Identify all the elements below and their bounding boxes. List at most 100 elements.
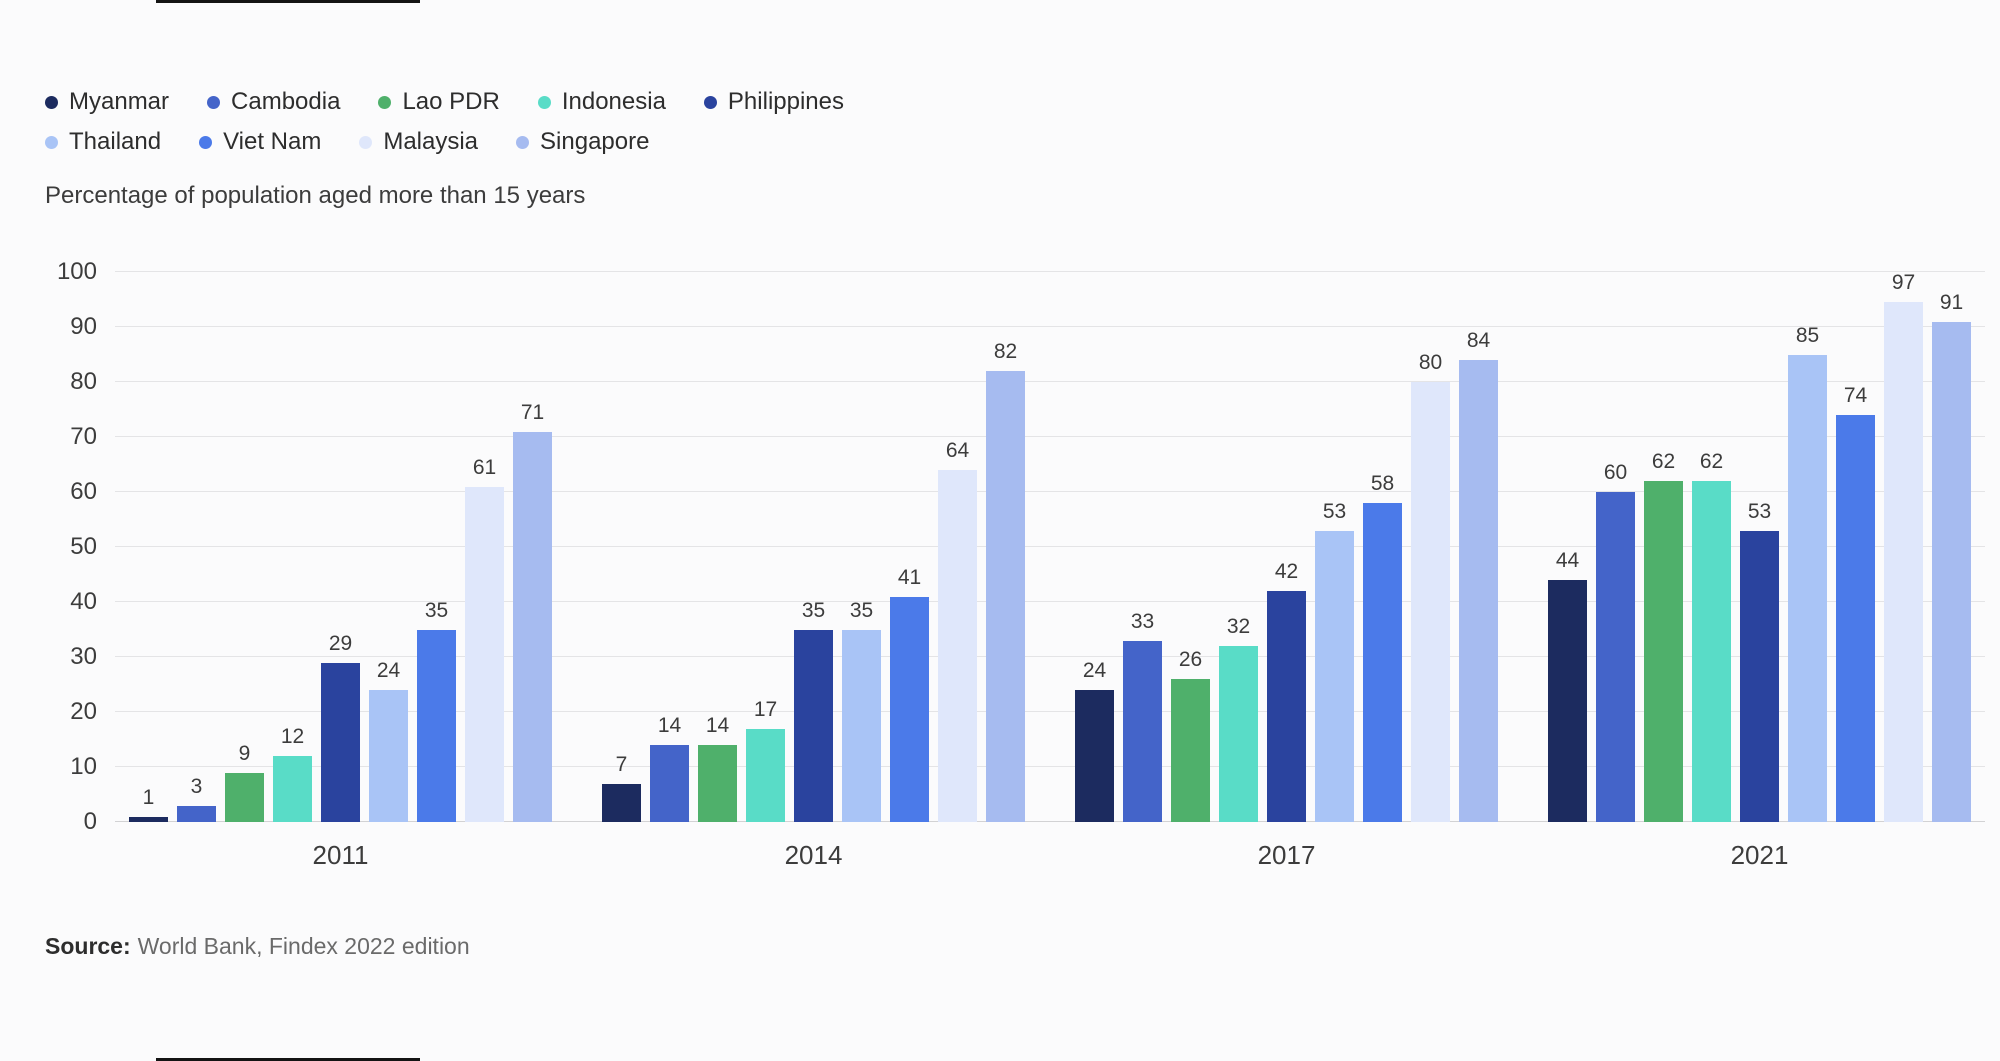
bar-value-label: 53 <box>1747 499 1772 523</box>
bar-slot-singapore-2017: 84 <box>1459 272 1498 822</box>
bottom-border-mark <box>156 1058 420 1061</box>
source-note: Source: World Bank, Findex 2022 edition <box>45 933 1985 960</box>
y-axis-label-10: 10 <box>70 752 97 780</box>
bar-slot-myanmar-2011: 1 <box>129 272 168 822</box>
bar-value-label: 33 <box>1130 609 1155 633</box>
bar-viet-nam-2011 <box>417 629 456 822</box>
bar-lao-pdr-2021 <box>1644 481 1683 822</box>
bar-slot-cambodia-2014: 14 <box>650 272 689 822</box>
bar-thailand-2011 <box>369 690 408 822</box>
bar-philippines-2021 <box>1740 530 1779 822</box>
bar-singapore-2021 <box>1932 321 1971 822</box>
bar-value-label: 80 <box>1418 351 1443 374</box>
bar-value-label: 58 <box>1370 472 1395 495</box>
bar-value-label: 71 <box>520 400 545 424</box>
gridlines: 0 10 20 30 40 50 60 70 80 90 100 <box>57 258 1985 835</box>
legend-label: Indonesia <box>561 88 666 115</box>
legend-item-cambodia: Cambodia <box>207 88 340 116</box>
bar-slot-cambodia-2021: 60 <box>1596 272 1635 822</box>
grouped-bar-chart: 0 10 20 30 40 50 60 70 80 90 100 1 3 9 12 29 24 35 61 71 7 1… <box>45 258 1985 871</box>
bar-slot-viet-nam-2011: 35 <box>417 272 456 822</box>
bar-myanmar-2011 <box>129 816 168 822</box>
gridline-0: 0 <box>84 808 1985 835</box>
bar-group-2017: 24 33 26 32 42 53 58 80 84 <box>1075 272 1498 822</box>
legend-dot-thailand <box>45 135 58 149</box>
bar-slot-lao-pdr-2011: 9 <box>225 272 264 822</box>
y-axis-label-20: 20 <box>70 697 97 725</box>
bar-value-label: 64 <box>945 439 970 462</box>
bar-myanmar-2014 <box>602 783 641 822</box>
source-text: World Bank, Findex 2022 edition <box>137 933 470 959</box>
bar-indonesia-2021 <box>1692 481 1731 822</box>
x-axis-label-2021: 2021 <box>1730 840 1789 870</box>
bar-slot-singapore-2021: 91 <box>1932 272 1971 822</box>
bar-lao-pdr-2011 <box>225 772 264 822</box>
legend-label: Philippines <box>727 88 844 115</box>
bar-indonesia-2014 <box>746 728 785 822</box>
legend-label: Singapore <box>540 128 650 155</box>
bar-philippines-2011 <box>321 662 360 822</box>
legend-item-lao-pdr: Lao PDR <box>378 88 500 116</box>
gridline-90: 90 <box>70 313 1985 340</box>
legend-dot-cambodia <box>207 95 221 109</box>
bar-slot-viet-nam-2014: 41 <box>890 272 929 822</box>
bar-value-label: 35 <box>801 598 826 622</box>
gridline-20: 20 <box>70 698 1985 725</box>
bar-slot-viet-nam-2017: 58 <box>1363 272 1402 822</box>
bar-lao-pdr-2014 <box>698 745 737 822</box>
bar-singapore-2011 <box>513 431 552 822</box>
legend-dot-lao-pdr <box>378 95 392 109</box>
bar-slot-singapore-2011: 71 <box>513 272 552 822</box>
chart-legend: Myanmar Cambodia Lao PDR Indonesia Philippin… <box>45 88 1985 156</box>
legend-item-myanmar: Myanmar <box>45 88 169 116</box>
bar-slot-philippines-2017: 42 <box>1267 272 1306 822</box>
bar-group-2014: 7 14 14 17 35 35 41 64 82 <box>602 272 1025 822</box>
bar-malaysia-2021 <box>1884 302 1923 822</box>
bar-malaysia-2017 <box>1411 382 1450 822</box>
bar-slot-malaysia-2011: 61 <box>465 272 504 822</box>
x-axis: 2011 2014 2017 2021 <box>115 840 1985 871</box>
bar-value-label: 41 <box>897 565 922 589</box>
gridline-100: 100 <box>57 258 1985 285</box>
bar-slot-cambodia-2011: 3 <box>177 272 216 822</box>
bar-cambodia-2017 <box>1123 640 1162 822</box>
legend-label: Lao PDR <box>402 88 500 115</box>
bar-groups: 1 3 9 12 29 24 35 61 71 7 14 14 17 35 35 41 64 82 24 33 26 32… <box>115 272 1985 822</box>
gridline-70: 70 <box>70 423 1985 450</box>
bar-viet-nam-2014 <box>890 596 929 822</box>
x-axis-label-2011: 2011 <box>312 840 369 870</box>
legend-label: Cambodia <box>231 88 341 115</box>
bar-value-label: 26 <box>1178 648 1203 671</box>
bar-slot-philippines-2014: 35 <box>794 272 833 822</box>
bar-slot-viet-nam-2021: 74 <box>1836 272 1875 822</box>
bar-slot-myanmar-2017: 24 <box>1075 272 1114 822</box>
bar-value-label: 62 <box>1699 450 1724 473</box>
bar-value-label: 44 <box>1555 549 1580 572</box>
bar-slot-lao-pdr-2014: 14 <box>698 272 737 822</box>
bar-slot-philippines-2011: 29 <box>321 272 360 822</box>
y-axis-label-70: 70 <box>70 422 97 450</box>
bar-singapore-2017 <box>1459 360 1498 822</box>
legend-item-thailand: Thailand <box>45 128 161 156</box>
bar-value-label: 61 <box>472 455 497 479</box>
gridline-80: 80 <box>70 368 1985 395</box>
bar-value-label: 74 <box>1843 384 1868 407</box>
legend-item-singapore: Singapore <box>516 128 649 156</box>
gridline-10: 10 <box>70 753 1985 780</box>
y-axis-label-60: 60 <box>70 477 97 505</box>
bar-cambodia-2014 <box>650 745 689 822</box>
bar-group-2021: 44 60 62 62 53 85 74 97 91 <box>1548 272 1971 822</box>
bar-slot-philippines-2021: 53 <box>1740 272 1779 822</box>
bar-value-label: 24 <box>1082 659 1107 682</box>
legend-item-malaysia: Malaysia <box>359 128 478 156</box>
bar-slot-singapore-2014: 82 <box>986 272 1025 822</box>
bar-cambodia-2011 <box>177 805 216 822</box>
bar-lao-pdr-2017 <box>1171 679 1210 822</box>
bar-value-label: 17 <box>753 697 778 721</box>
bar-slot-thailand-2014: 35 <box>842 272 881 822</box>
bar-malaysia-2011 <box>465 486 504 822</box>
legend-dot-indonesia <box>537 95 551 109</box>
top-border-mark <box>156 0 420 3</box>
bar-value-label: 42 <box>1274 560 1299 583</box>
legend-item-indonesia: Indonesia <box>537 88 666 116</box>
